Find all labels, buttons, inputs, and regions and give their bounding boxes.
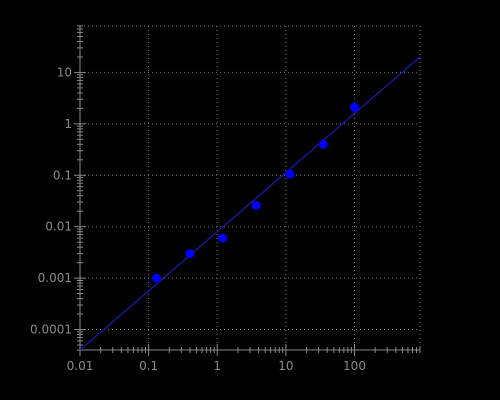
x-tick-label: 1 [213,359,221,373]
data-point [350,102,360,112]
x-tick-label: 0.01 [67,359,94,373]
tick-labels: 0.01 0.1 1 10 100 0.0001 0.001 0.01 0.1 1 10 [30,65,366,373]
data-point [151,273,161,283]
y-tick-label: 0.0001 [30,323,72,337]
axes [74,25,421,356]
data-point [251,200,261,210]
grid [80,25,421,350]
data-point [218,233,228,243]
y-tick-label: 10 [57,65,72,79]
data-point [318,139,328,149]
x-tick-label: 0.1 [139,359,158,373]
fit-line-layer [79,56,421,351]
x-tick-label: 100 [343,359,366,373]
y-tick-label: 0.01 [45,220,72,234]
y-tick-label: 1 [64,117,72,131]
fit-line [79,56,421,351]
y-tick-label: 0.001 [38,271,72,285]
y-tick-label: 0.1 [53,168,72,182]
data-point [285,169,295,179]
data-points [151,101,360,283]
data-point [185,249,195,259]
x-tick-label: 10 [278,359,293,373]
